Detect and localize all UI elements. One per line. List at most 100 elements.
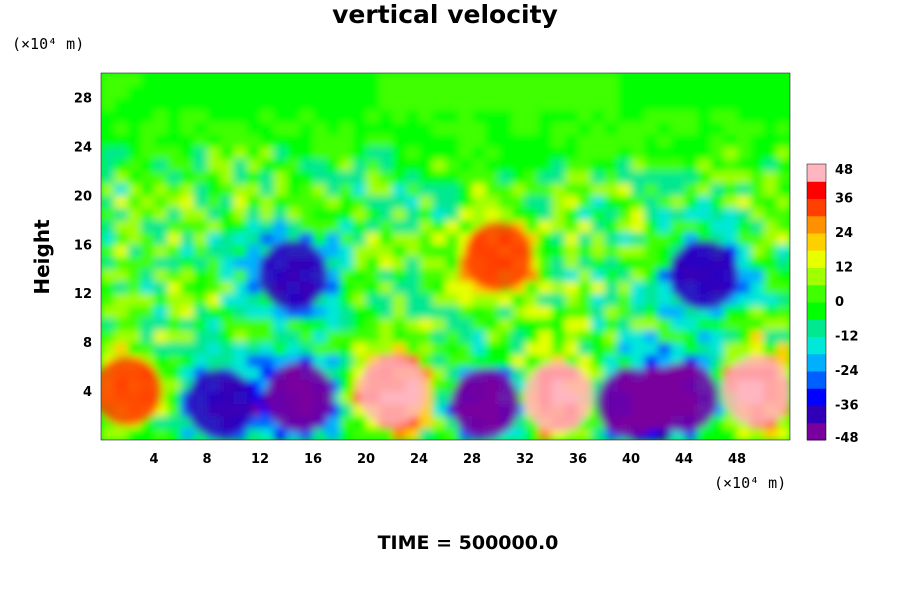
downdraft-core <box>258 239 328 310</box>
colorbar-segment <box>807 233 826 251</box>
heatmap-cell <box>458 121 473 135</box>
heatmap-cell <box>392 268 407 282</box>
heatmap-cell <box>260 121 274 135</box>
heatmap-cell <box>339 415 354 429</box>
heatmap-cell <box>101 280 115 294</box>
heatmap-cell <box>313 195 327 209</box>
heatmap-cell <box>405 183 420 196</box>
heatmap-cell <box>750 329 765 343</box>
heatmap-cell <box>140 207 155 221</box>
heatmap-cell <box>432 121 447 135</box>
y-tick-label: 24 <box>74 140 92 155</box>
heatmap-cell <box>498 85 513 99</box>
heatmap-cell <box>723 97 738 111</box>
heatmap-cell <box>631 97 645 111</box>
downdraft-core <box>596 368 666 439</box>
heatmap-cell <box>220 329 235 343</box>
heatmap-cell <box>154 195 168 209</box>
heatmap-cell <box>525 305 539 319</box>
heatmap-cell <box>246 268 261 282</box>
heatmap-cell <box>405 427 420 440</box>
colorbar-segment <box>807 181 826 199</box>
heatmap-cell <box>260 207 274 221</box>
heatmap-cell <box>432 219 447 233</box>
heatmap-cell <box>750 195 765 209</box>
heatmap-cell <box>299 317 314 331</box>
heatmap-cell <box>657 121 672 135</box>
heatmap-cell <box>657 195 672 209</box>
heatmap-cell <box>432 427 447 440</box>
heatmap-cell <box>723 354 738 368</box>
heatmap-cell <box>445 85 460 99</box>
heatmap-cell <box>723 170 738 184</box>
heatmap-cell <box>498 329 513 343</box>
heatmap-cell <box>154 183 168 196</box>
heatmap-cell <box>260 354 274 368</box>
heatmap-cell <box>617 256 632 270</box>
heatmap-cell <box>273 73 288 86</box>
heatmap-cell <box>366 73 380 86</box>
heatmap-cell <box>326 244 341 258</box>
heatmap-cell <box>220 134 235 147</box>
heatmap-cell <box>445 244 460 258</box>
heatmap-cell <box>167 317 182 331</box>
heatmap-cell <box>511 305 526 319</box>
heatmap-cell <box>445 97 460 111</box>
heatmap-cell <box>326 342 341 355</box>
heatmap-cell <box>193 232 208 245</box>
heatmap-cell <box>405 219 420 233</box>
heatmap-cell <box>472 170 486 184</box>
heatmap-cell <box>220 97 235 111</box>
heatmap-cell <box>339 256 354 270</box>
heatmap-cell <box>710 146 725 160</box>
heatmap-cell <box>472 354 486 368</box>
heatmap-cell <box>564 280 579 294</box>
time-label: TIME = 500000.0 <box>378 532 559 554</box>
heatmap-cell <box>379 280 394 294</box>
heatmap-cell <box>591 158 606 172</box>
heatmap-cell <box>525 280 539 294</box>
heatmap-cell <box>485 170 500 184</box>
heatmap-cell <box>154 317 168 331</box>
colorbar-segment <box>807 422 826 441</box>
heatmap-cell <box>273 109 288 123</box>
heatmap-cell <box>352 219 367 233</box>
heatmap-cell <box>776 256 790 270</box>
heatmap-cell <box>352 329 367 343</box>
heatmap-cell <box>697 121 712 135</box>
heatmap-cell <box>127 317 142 331</box>
heatmap-cell <box>723 109 738 123</box>
heatmap-cell <box>498 342 513 355</box>
heatmap-cell <box>299 134 314 147</box>
heatmap-cell <box>392 97 407 111</box>
heatmap-cell <box>246 109 261 123</box>
heatmap-cell <box>737 280 751 294</box>
heatmap-cell <box>445 207 460 221</box>
heatmap-cell <box>670 195 685 209</box>
heatmap-cell <box>140 244 155 258</box>
y-axis-ticks: 4 8 12 16 20 24 28 <box>74 91 92 400</box>
heatmap-cell <box>326 280 341 294</box>
heatmap-cell <box>246 354 261 368</box>
heatmap-cell <box>352 73 367 86</box>
heatmap-cell <box>763 219 778 233</box>
heatmap-cell <box>644 268 659 282</box>
heatmap-cell <box>180 207 195 221</box>
heatmap-cell <box>750 342 765 355</box>
heatmap-cell <box>260 134 274 147</box>
heatmap-cell <box>339 244 354 258</box>
colorbar-segment <box>807 164 826 182</box>
heatmap-cell <box>458 85 473 99</box>
heatmap-cell <box>551 256 566 270</box>
heatmap-cell <box>670 134 685 147</box>
updraft-core <box>358 356 427 427</box>
heatmap-cell <box>207 293 221 307</box>
heatmap-cell <box>419 146 433 160</box>
heatmap-cell <box>140 170 155 184</box>
heatmap-cell <box>617 232 632 245</box>
heatmap-cell <box>326 268 341 282</box>
heatmap-cell <box>617 183 632 196</box>
x-tick-label: 40 <box>622 452 640 467</box>
heatmap-cell <box>114 85 129 99</box>
heatmap-cell <box>273 354 288 368</box>
